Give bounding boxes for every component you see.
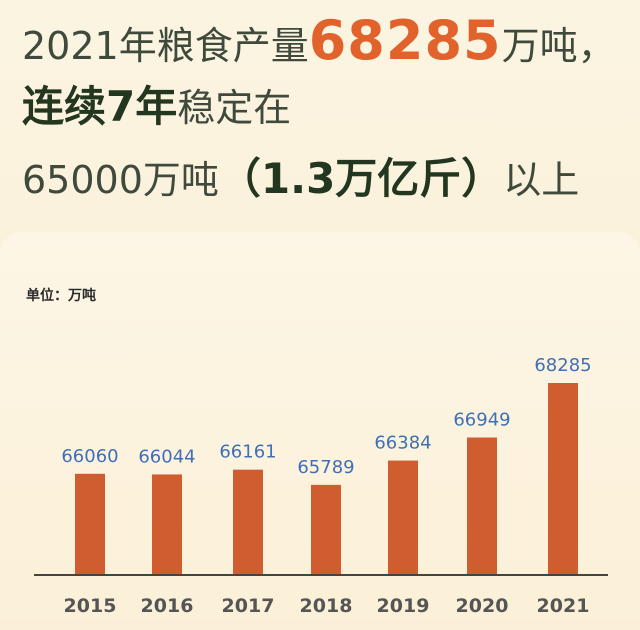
x-tick-label-2017: 2017: [222, 595, 275, 617]
x-tick-label-2015: 2015: [64, 595, 117, 617]
headline-jin-equivalent: （1.3万亿斤）: [218, 154, 504, 203]
value-label-2015: 66060: [61, 446, 118, 467]
bar-2015: [75, 473, 105, 575]
unit-label: 单位：万吨: [26, 288, 96, 304]
headline-line-2: 连续7年稳定在: [22, 86, 291, 128]
bar-2019: [388, 460, 418, 575]
bar-2021: [548, 383, 578, 575]
value-label-2017: 66161: [219, 442, 276, 463]
bar-2018: [311, 484, 341, 575]
value-label-2021: 68285: [534, 355, 591, 376]
headline-year-label: 2021年粮食产量: [22, 24, 309, 68]
x-tick-label-2018: 2018: [300, 595, 353, 617]
headline-threshold: 65000万吨: [22, 158, 219, 202]
headline-line-1: 2021年粮食产量68285万吨，: [22, 14, 616, 68]
x-tick-label-2020: 2020: [456, 595, 509, 617]
bar-2016: [152, 474, 182, 575]
value-label-2016: 66044: [138, 446, 195, 467]
headline-output-unit: 万吨: [501, 24, 578, 68]
x-tick-label-2021: 2021: [537, 595, 590, 617]
headline-comma: ，: [577, 24, 616, 68]
x-tick-label-2019: 2019: [377, 595, 430, 617]
value-label-2020: 66949: [453, 410, 510, 431]
bar-2020: [467, 437, 497, 575]
value-label-2019: 66384: [374, 433, 431, 454]
headline-streak: 连续7年: [22, 82, 178, 131]
x-tick-label-2016: 2016: [141, 595, 194, 617]
value-label-2018: 65789: [297, 457, 354, 478]
headline-above: 以上: [503, 158, 580, 202]
headline-stable-at: 稳定在: [177, 86, 292, 130]
headline-output-value: 68285: [308, 9, 502, 72]
headline-line-3: 65000万吨（1.3万亿斤）以上: [22, 158, 579, 200]
bar-2017: [233, 469, 263, 575]
headline: 2021年粮食产量68285万吨， 连续7年稳定在 65000万吨（1.3万亿斤…: [22, 0, 632, 230]
